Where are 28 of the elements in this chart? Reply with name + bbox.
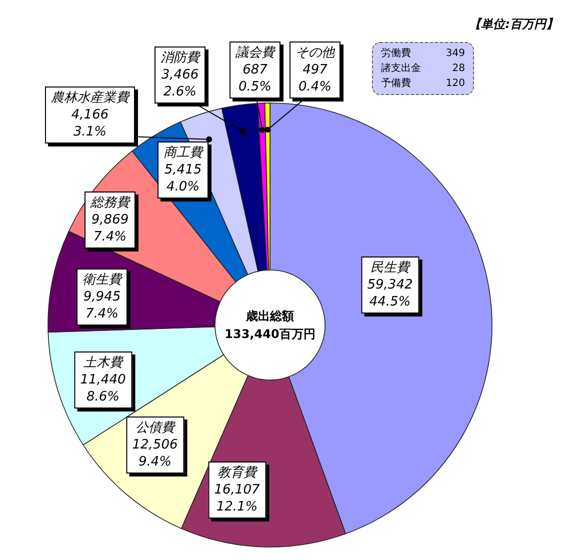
data-label: 12,506 9.4% — [132, 436, 178, 470]
slice-label: 消防費 — [160, 50, 200, 66]
data-label: 687 0.5% — [237, 62, 273, 96]
text: 【単位:百万円】 — [469, 16, 558, 33]
slice-label: 教育費 — [216, 464, 258, 482]
data-label: 9,945 7.4% — [82, 288, 122, 322]
slice-label: 民生費 — [370, 260, 412, 276]
slice-label: 総務費 — [90, 194, 130, 212]
text: 諸支出金 28 — [381, 63, 465, 74]
data-label: 497 0.4% — [297, 62, 333, 96]
slice-label: 農林水産業費 — [51, 90, 129, 106]
slice-label: その他 — [296, 44, 334, 62]
text: 予備費 120 — [381, 78, 465, 89]
text: 133,440百万円 — [224, 326, 316, 343]
data-label: 5,415 4.0% — [164, 162, 202, 196]
data-label: 3,466 2.6% — [160, 66, 200, 100]
slice-label: 衛生費 — [82, 272, 122, 288]
slice-label: 公債費 — [134, 420, 176, 436]
data-label: 4,166 3.1% — [70, 106, 110, 140]
slice-label: 土木費 — [82, 354, 124, 372]
text: 歳出総額 — [245, 308, 295, 325]
text: 労働費 349 — [381, 48, 465, 59]
data-label: 59,342 44.5% — [367, 276, 413, 310]
slice-label: 商工費 — [164, 144, 202, 162]
data-label: 11,440 8.6% — [80, 372, 126, 406]
slice-label: 議会費 — [236, 44, 274, 62]
data-label: 16,107 12.1% — [214, 482, 260, 516]
data-label: 9,869 7.4% — [90, 212, 130, 246]
